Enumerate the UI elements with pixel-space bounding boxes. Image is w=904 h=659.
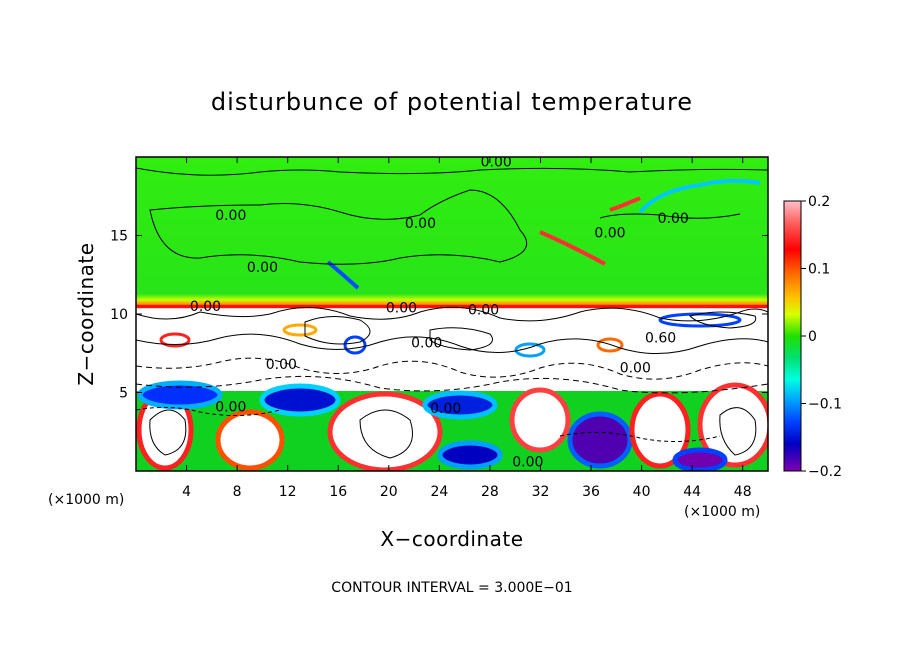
colorbar: 0.2 0.1 0 −0.1 −0.2	[783, 194, 842, 480]
contour-label: 0.00	[247, 260, 278, 276]
field-blob	[567, 411, 633, 469]
field-streak	[609, 196, 641, 212]
upper-layer-field	[136, 157, 768, 309]
contour-line	[136, 357, 768, 380]
chart-title: disturbunce of potential temperature	[211, 88, 693, 116]
contour-label: 0.00	[386, 301, 417, 317]
field-streak	[282, 323, 318, 337]
x-tick-label: 36	[582, 484, 600, 500]
field-detail	[136, 178, 768, 471]
field-streak	[159, 332, 191, 348]
field-streak	[343, 335, 367, 355]
x-tick-label: 28	[481, 484, 499, 500]
field-streak	[596, 337, 624, 353]
contour-line	[136, 167, 768, 176]
y-axis-label: Z−coordinate	[74, 242, 98, 385]
contour-label: 0.00	[620, 360, 651, 376]
field-blob	[259, 383, 341, 417]
contour-lines	[136, 167, 768, 459]
y-axis: 5 10 15	[110, 229, 768, 402]
x-tick-label: 8	[233, 484, 242, 500]
field-blob	[629, 391, 691, 469]
contour-label: 0.00	[405, 216, 436, 232]
x-tick-label: 16	[329, 484, 347, 500]
colorbar-tick-label: −0.2	[808, 464, 842, 480]
x-unit-left: (×1000 m)	[48, 492, 124, 508]
field-blob	[215, 409, 285, 471]
field-blob	[137, 380, 223, 410]
contour-label: 0.00	[215, 400, 246, 416]
contour-label: 0.00	[266, 357, 297, 373]
x-tick-label: 44	[683, 484, 701, 500]
contour-label: 0.00	[215, 208, 246, 224]
contour-label: 0.00	[594, 225, 625, 241]
contour-line	[136, 406, 281, 417]
contour-line	[429, 327, 493, 351]
contour-line	[149, 409, 187, 456]
contour-line	[359, 409, 413, 459]
contour-interval-note: CONTOUR INTERVAL = 3.000E−01	[331, 580, 572, 596]
field-blob	[697, 382, 768, 468]
contour-label: 0.00	[481, 155, 512, 171]
x-axis: 4 8 12 16 20 24 28 32 36 40 44 48	[182, 157, 752, 500]
y-tick-label: 10	[110, 307, 128, 323]
contour-line	[149, 189, 528, 265]
field-streak	[638, 178, 761, 214]
x-tick-label: 32	[532, 484, 550, 500]
x-tick-label: 4	[182, 484, 191, 500]
contour-label: 0.60	[645, 331, 676, 347]
colorbar-tick-label: 0.1	[808, 262, 830, 278]
colorbar-tick-label: 0.2	[808, 194, 830, 210]
contour-label: 0.00	[190, 299, 221, 315]
colorbar-tick-label: −0.1	[808, 397, 842, 413]
plot-area: 0.00 0.00 0.00 0.00 0.00 0.00 0.00 0.00 0.00 0.60…	[136, 155, 768, 471]
contour-line	[719, 407, 757, 456]
contour-line	[136, 333, 768, 354]
colorbar-tick-label: 0	[808, 329, 817, 345]
field-blob	[672, 447, 728, 471]
contour-line	[559, 431, 721, 443]
contour-line	[689, 311, 757, 329]
x-tick-label: 40	[633, 484, 651, 500]
field-blob	[422, 390, 498, 420]
colorbar-ticks: 0.2 0.1 0 −0.1 −0.2	[801, 194, 842, 480]
contour-line	[136, 306, 768, 322]
field-blob	[327, 391, 443, 471]
field-blob	[509, 387, 571, 453]
contour-labels: 0.00 0.00 0.00 0.00 0.00 0.00 0.00 0.00 0.00 0.60…	[190, 155, 689, 471]
contour-line	[136, 375, 768, 394]
field-streak	[514, 342, 546, 358]
mixing-layer-field	[136, 309, 768, 391]
contour-label: 0.00	[468, 302, 499, 318]
boundary-band	[136, 305, 768, 308]
x-tick-label: 48	[734, 484, 752, 500]
contour-label: 0.00	[512, 455, 543, 471]
y-tick-label: 5	[119, 386, 128, 402]
contour-line	[599, 213, 741, 219]
contour-line	[304, 316, 371, 345]
contour-label: 0.00	[430, 401, 461, 417]
contour-label: 0.00	[411, 335, 442, 351]
y-tick-label: 15	[110, 229, 128, 245]
contour-label: 0.00	[658, 211, 689, 227]
x-tick-label: 20	[380, 484, 398, 500]
x-tick-label: 12	[279, 484, 297, 500]
x-axis-label: X−coordinate	[380, 527, 523, 551]
field-streak	[539, 230, 606, 266]
x-unit-right: (×1000 m)	[684, 504, 760, 520]
colorbar-gradient	[783, 200, 802, 472]
x-tick-label: 24	[430, 484, 448, 500]
field-blob	[437, 440, 503, 470]
